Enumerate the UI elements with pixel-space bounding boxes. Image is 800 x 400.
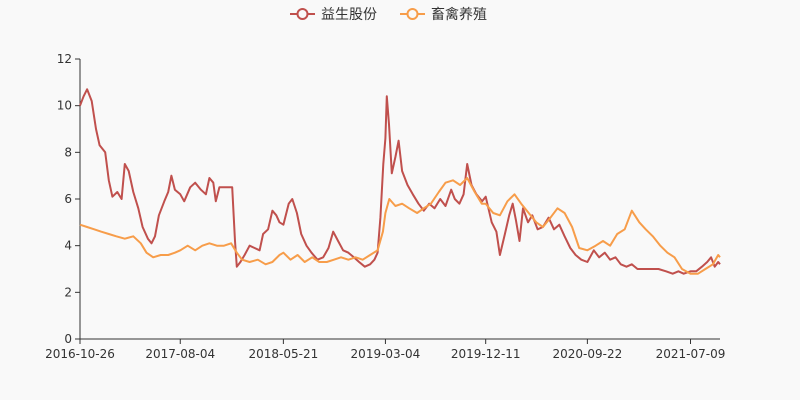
legend-marker — [296, 8, 309, 20]
legend-item-2[interactable]: 畜禽养殖 — [400, 6, 487, 23]
x-tick-label: 2016-10-26 — [45, 347, 115, 361]
x-tick-label: 2018-05-21 — [249, 347, 319, 361]
y-tick-label: 2 — [64, 285, 72, 299]
legend-label: 益生股份 — [321, 7, 377, 23]
x-tick-label: 2021-07-09 — [656, 347, 726, 361]
y-tick-label: 0 — [64, 332, 72, 346]
y-tick-label: 8 — [64, 145, 72, 159]
x-tick-label: 2020-09-22 — [553, 347, 623, 361]
y-tick-label: 4 — [64, 239, 72, 253]
legend-marker — [406, 8, 419, 20]
y-tick-label: 12 — [57, 52, 72, 66]
y-axis: 0 2 4 6 8 10 12 — [57, 52, 81, 346]
x-tick-label: 2019-03-04 — [351, 347, 421, 361]
series-line-2 — [79, 177, 721, 275]
series-line-1 — [79, 88, 721, 275]
x-axis: 2016-10-26 2017-08-04 2018-05-21 2019-03-04… — [45, 338, 726, 361]
y-tick-label: 10 — [57, 99, 72, 113]
legend-label: 畜禽养殖 — [431, 6, 487, 23]
y-tick-label: 6 — [64, 192, 72, 206]
legend-item-1[interactable]: 益生股份 — [290, 7, 377, 23]
legend[interactable]: 益生股份 畜禽养殖 — [290, 6, 487, 23]
x-tick-label: 2017-08-04 — [145, 347, 215, 361]
series-layer — [79, 88, 721, 275]
x-tick-label: 2019-12-11 — [451, 347, 521, 361]
